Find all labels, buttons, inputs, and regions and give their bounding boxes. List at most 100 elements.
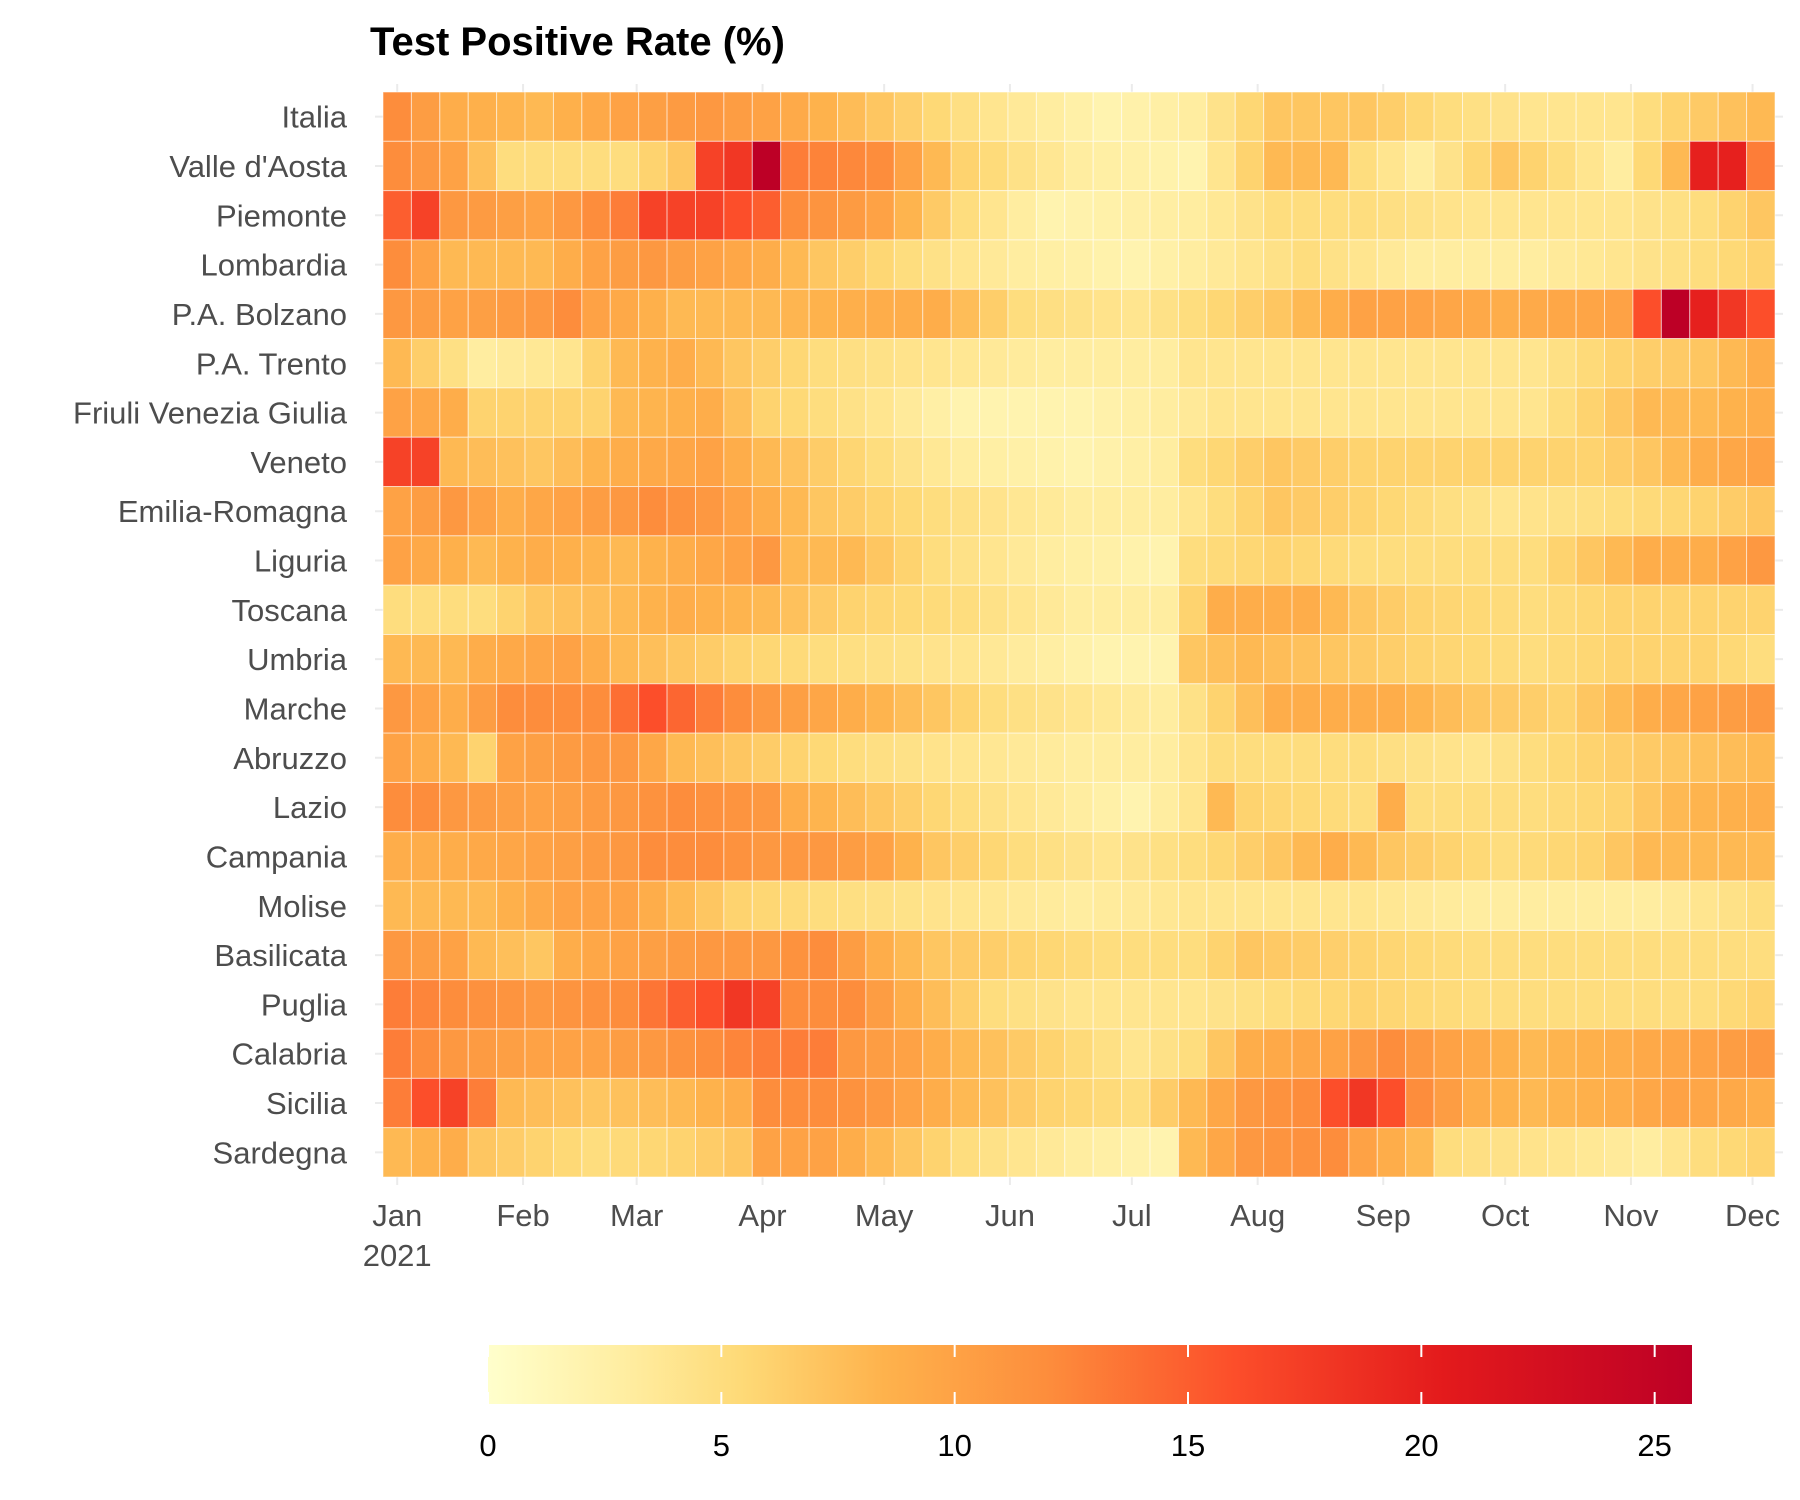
heatmap-cell: [1547, 436, 1577, 488]
heatmap-cell: [922, 979, 952, 1030]
heatmap-cell: [410, 584, 441, 635]
heatmap-cell: [581, 91, 611, 142]
heatmap-cell: [467, 436, 498, 488]
heatmap-cell: [1604, 239, 1634, 290]
heatmap-cell: [552, 584, 583, 635]
heatmap-cell: [1746, 880, 1776, 931]
heatmap-cell: [1007, 781, 1037, 833]
heatmap-cell: [1348, 732, 1378, 783]
heatmap-cell: [1746, 1028, 1776, 1079]
heatmap-cell: [1490, 732, 1520, 783]
heatmap-cell: [666, 288, 696, 340]
heatmap-cell: [552, 929, 583, 981]
heatmap-cell: [496, 535, 526, 586]
heatmap-cell: [467, 781, 498, 833]
heatmap-cell: [496, 929, 526, 981]
heatmap-cell: [1092, 1028, 1123, 1079]
heatmap-cell: [893, 91, 924, 142]
heatmap-cell: [751, 91, 782, 142]
heatmap-cell: [1604, 140, 1634, 192]
heatmap-cell: [609, 979, 640, 1030]
heatmap-cell: [1007, 979, 1037, 1030]
heatmap-cell: [1348, 831, 1378, 882]
heatmap-cell: [1689, 535, 1719, 586]
heatmap-cell: [893, 190, 924, 241]
heatmap-cell: [1433, 140, 1464, 192]
heatmap-cell: [1348, 929, 1378, 981]
heatmap-cell: [893, 140, 924, 192]
heatmap-cell: [1348, 781, 1378, 833]
heatmap-cell: [1604, 535, 1634, 586]
heatmap-cell: [1319, 1028, 1350, 1079]
heatmap-cell: [865, 486, 895, 537]
heatmap-cell: [1660, 831, 1691, 882]
heatmap-cell: [1206, 288, 1236, 340]
heatmap-cell: [751, 831, 782, 882]
heatmap-cell: [723, 634, 753, 685]
heatmap-cell: [694, 486, 725, 537]
heatmap-cell: [1263, 140, 1293, 192]
heatmap-cell: [467, 929, 498, 981]
heatmap-cell: [1234, 781, 1265, 833]
heatmap-cell: [410, 338, 441, 389]
heatmap-cell: [1717, 683, 1748, 734]
heatmap-cell: [581, 436, 611, 488]
heatmap-cell: [1575, 683, 1606, 734]
heatmap-cell: [751, 781, 782, 833]
heatmap-cell: [496, 288, 526, 340]
heatmap-cell: [922, 288, 952, 340]
heatmap-cell: [1291, 1127, 1321, 1178]
heatmap-cell: [723, 387, 753, 438]
heatmap-cell: [1575, 91, 1606, 142]
heatmap-cell: [1490, 239, 1520, 290]
heatmap-cell: [467, 683, 498, 734]
heatmap-cell: [1263, 584, 1293, 635]
heatmap-cell: [1632, 831, 1662, 882]
heatmap-cell: [1376, 535, 1407, 586]
heatmap-cell: [552, 831, 583, 882]
heatmap-cell: [382, 880, 412, 931]
heatmap-cell: [837, 781, 867, 833]
heatmap-cell: [1234, 979, 1265, 1030]
heatmap-cell: [410, 486, 441, 537]
y-tick-label: Liguria: [254, 544, 348, 579]
heatmap-cell: [552, 634, 583, 685]
heatmap-cell: [1632, 781, 1662, 833]
heatmap-cell: [1376, 91, 1407, 142]
heatmap-cell: [979, 1077, 1009, 1129]
heatmap-cell: [581, 1077, 611, 1129]
heatmap-cell: [609, 683, 640, 734]
heatmap-cell: [694, 91, 725, 142]
heatmap-cell: [979, 486, 1009, 537]
heatmap-cell: [1035, 634, 1066, 685]
heatmap-cell: [837, 979, 867, 1030]
heatmap-cell: [1547, 880, 1577, 931]
heatmap-cell: [1177, 732, 1208, 783]
heatmap-cell: [1604, 831, 1634, 882]
heatmap-cell: [780, 831, 810, 882]
heatmap-cell: [1092, 929, 1123, 981]
heatmap-cell: [979, 979, 1009, 1030]
heatmap-cell: [1490, 288, 1520, 340]
heatmap-cell: [1319, 140, 1350, 192]
heatmap-cell: [1177, 535, 1208, 586]
heatmap-cell: [1092, 732, 1123, 783]
heatmap-cell: [1064, 140, 1094, 192]
heatmap-cell: [1206, 140, 1236, 192]
heatmap-cell: [1319, 1127, 1350, 1178]
heatmap-cell: [1121, 436, 1151, 488]
heatmap-cell: [1121, 929, 1151, 981]
heatmap-cell: [1660, 979, 1691, 1030]
heatmap-cell: [1490, 683, 1520, 734]
heatmap-cell: [1035, 880, 1066, 931]
heatmap-cell: [1177, 584, 1208, 635]
heatmap-cell: [1376, 979, 1407, 1030]
heatmap-cell: [780, 535, 810, 586]
heatmap-cell: [666, 436, 696, 488]
heatmap-cell: [1433, 979, 1464, 1030]
heatmap-cell: [1547, 1127, 1577, 1178]
heatmap-cell: [1376, 683, 1407, 734]
heatmap-cell: [1206, 1077, 1236, 1129]
heatmap-cell: [1234, 338, 1265, 389]
heatmap-cell: [638, 880, 668, 931]
